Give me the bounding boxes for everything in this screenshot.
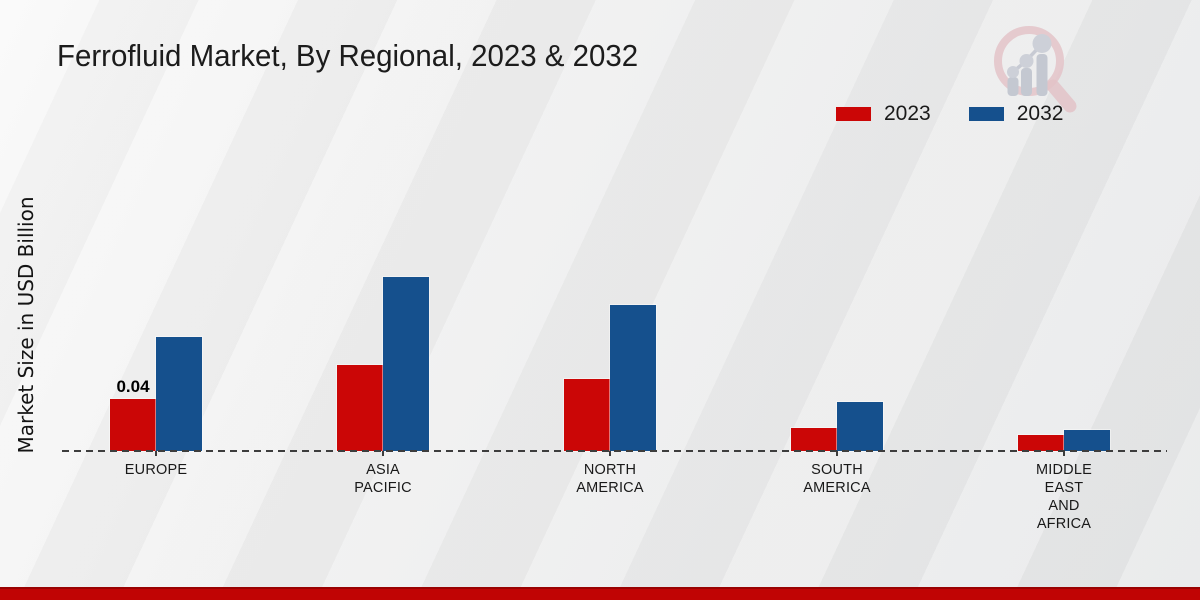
category-label-asia-pacific: ASIA PACIFIC [354,462,412,496]
x-axis-tick-middle-east-and-africa [1063,451,1065,456]
category-label-middle-east-and-africa: MIDDLE EAST AND AFRICA [1036,462,1092,532]
logo-svg [994,26,1077,113]
bar-2023-north-america [564,379,610,451]
bar-2023-europe [110,399,156,451]
legend-label-2032: 2032 [1016,102,1064,125]
x-axis-tick-asia-pacific [382,451,384,456]
category-label-south-america: SOUTH AMERICA [803,462,871,496]
bar-2023-asia-pacific [337,365,383,451]
category-label-north-america: NORTH AMERICA [576,462,644,496]
bar-value-label-2023-europe: 0.04 [116,377,150,396]
legend-item-2023: 2023 [836,102,931,126]
footer-red-band [0,587,1200,600]
bar-2032-asia-pacific [383,277,429,451]
bar-2032-middle-east-and-africa [1064,430,1110,451]
legend-item-2032: 2032 [968,102,1064,126]
legend-swatch-2032 [968,107,1004,121]
magnifier-growth-chart-logo-icon [986,22,1084,120]
legend: 2023 2032 [836,102,1063,126]
x-axis-tick-north-america [609,451,611,456]
chart-title: Ferrofluid Market, By Regional, 2023 & 2… [57,38,639,73]
x-axis-tick-south-america [836,451,838,456]
bar-2032-north-america [610,305,656,451]
category-label-europe: EUROPE [124,462,188,478]
legend-label-2023: 2023 [884,102,931,125]
bar-2032-europe [156,337,202,451]
bar-2032-south-america [837,402,883,451]
bar-2023-middle-east-and-africa [1018,435,1064,451]
bar-2023-south-america [791,428,837,451]
x-axis-dashed-line [62,450,1167,452]
x-axis-tick-europe [155,451,157,456]
legend-swatch-2023 [836,107,871,121]
